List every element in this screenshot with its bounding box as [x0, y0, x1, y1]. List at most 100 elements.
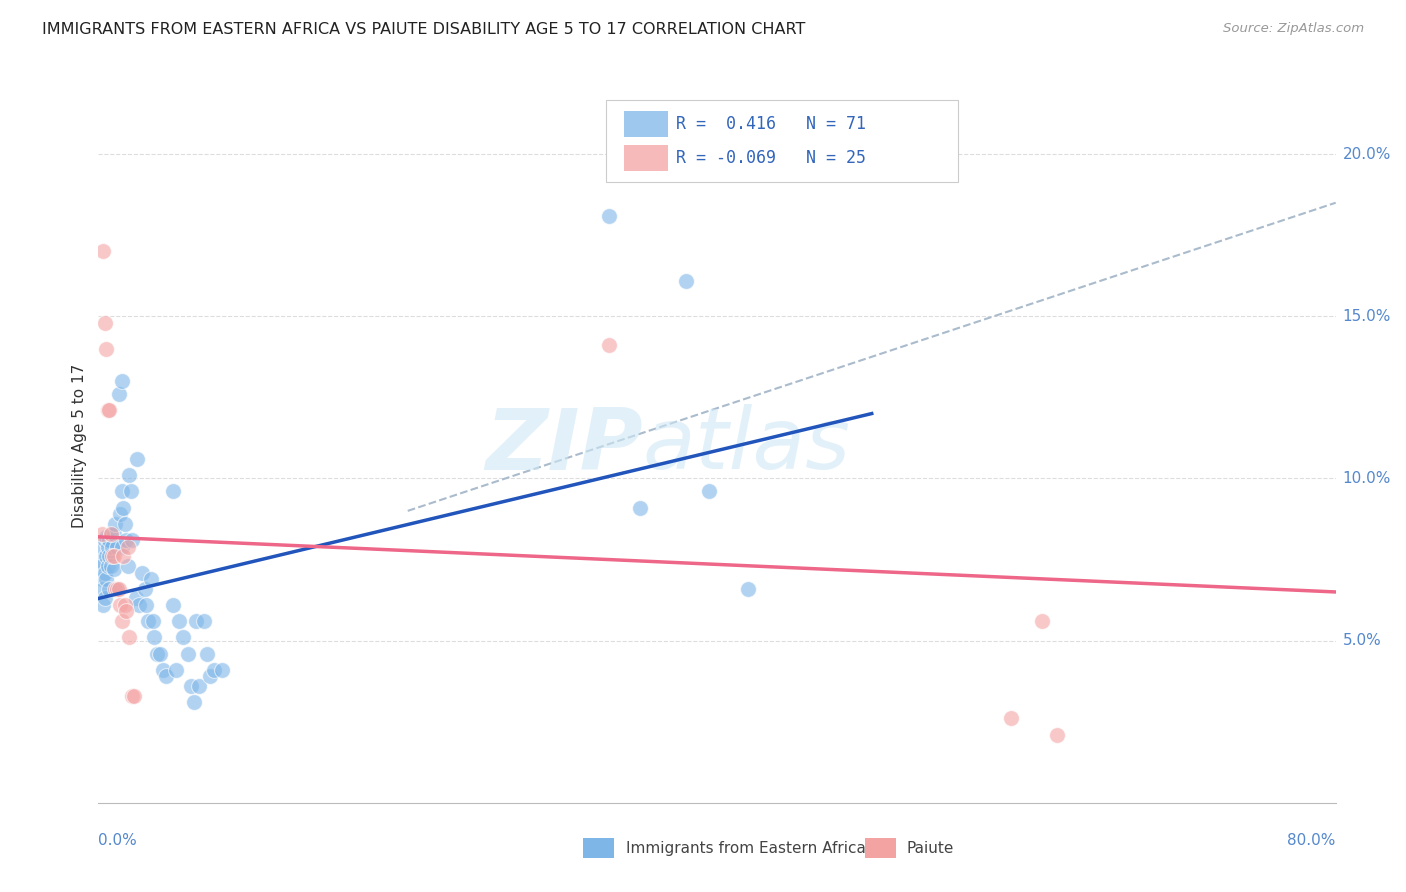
- Point: [120, 484, 142, 499]
- Text: Source: ZipAtlas.com: Source: ZipAtlas.com: [1223, 22, 1364, 36]
- Point: [93, 566, 115, 580]
- Point: [105, 540, 128, 554]
- Point: [146, 647, 169, 661]
- Point: [122, 689, 145, 703]
- Point: [180, 679, 202, 693]
- Point: [135, 598, 157, 612]
- Point: [172, 631, 194, 645]
- Text: 80.0%: 80.0%: [1288, 833, 1336, 848]
- Point: [104, 516, 127, 531]
- Point: [100, 526, 122, 541]
- Point: [211, 663, 233, 677]
- Point: [131, 566, 153, 580]
- Point: [1046, 728, 1069, 742]
- Point: [97, 403, 120, 417]
- Point: [93, 316, 115, 330]
- Point: [675, 274, 697, 288]
- Point: [114, 598, 136, 612]
- Point: [149, 647, 172, 661]
- Point: [100, 526, 122, 541]
- Text: R =  0.416   N = 71: R = 0.416 N = 71: [676, 115, 866, 133]
- Point: [108, 507, 131, 521]
- Point: [96, 530, 118, 544]
- Point: [105, 582, 128, 596]
- Text: 20.0%: 20.0%: [1343, 146, 1391, 161]
- Text: R = -0.069   N = 25: R = -0.069 N = 25: [676, 149, 866, 167]
- Text: Paiute: Paiute: [907, 841, 955, 855]
- Point: [143, 631, 166, 645]
- Point: [117, 540, 139, 554]
- Point: [98, 549, 121, 564]
- Text: atlas: atlas: [643, 404, 851, 488]
- Point: [598, 338, 620, 352]
- Point: [112, 549, 135, 564]
- Point: [89, 552, 111, 566]
- Point: [628, 500, 651, 515]
- Point: [195, 647, 218, 661]
- Point: [141, 614, 165, 628]
- Point: [97, 559, 120, 574]
- Point: [93, 591, 115, 606]
- Point: [699, 484, 721, 499]
- Point: [103, 549, 125, 564]
- Point: [91, 582, 114, 596]
- Point: [90, 526, 112, 541]
- Point: [127, 452, 149, 467]
- FancyBboxPatch shape: [624, 111, 668, 137]
- Point: [103, 526, 125, 541]
- Point: [162, 598, 184, 612]
- Point: [165, 663, 187, 677]
- Point: [1031, 614, 1053, 628]
- Y-axis label: Disability Age 5 to 17: Disability Age 5 to 17: [72, 364, 87, 528]
- Point: [155, 669, 177, 683]
- Point: [108, 598, 131, 612]
- Point: [183, 695, 205, 709]
- Point: [162, 484, 184, 499]
- Text: Immigrants from Eastern Africa: Immigrants from Eastern Africa: [626, 841, 866, 855]
- Text: 0.0%: 0.0%: [98, 833, 138, 848]
- FancyBboxPatch shape: [624, 145, 668, 171]
- Point: [111, 540, 132, 554]
- Text: 10.0%: 10.0%: [1343, 471, 1391, 486]
- Point: [111, 374, 132, 388]
- Point: [204, 663, 226, 677]
- Point: [152, 663, 174, 677]
- Point: [105, 582, 128, 596]
- Point: [91, 244, 114, 259]
- Point: [598, 209, 620, 223]
- Point: [124, 591, 146, 606]
- Point: [115, 604, 138, 618]
- Point: [101, 549, 124, 564]
- Point: [97, 540, 120, 554]
- Point: [90, 559, 112, 574]
- Point: [98, 533, 121, 547]
- Point: [117, 559, 139, 574]
- Point: [107, 387, 129, 401]
- Point: [118, 631, 141, 645]
- Point: [737, 582, 759, 596]
- FancyBboxPatch shape: [606, 100, 959, 182]
- Point: [177, 647, 200, 661]
- Point: [1000, 711, 1022, 725]
- Point: [114, 516, 136, 531]
- Text: 15.0%: 15.0%: [1343, 309, 1391, 324]
- Point: [91, 598, 114, 612]
- Point: [96, 572, 118, 586]
- Point: [101, 540, 124, 554]
- Point: [96, 342, 118, 356]
- Point: [128, 598, 150, 612]
- Point: [98, 582, 121, 596]
- Point: [96, 549, 118, 564]
- Text: IMMIGRANTS FROM EASTERN AFRICA VS PAIUTE DISABILITY AGE 5 TO 17 CORRELATION CHAR: IMMIGRANTS FROM EASTERN AFRICA VS PAIUTE…: [42, 22, 806, 37]
- Point: [115, 533, 138, 547]
- Point: [188, 679, 211, 693]
- Point: [121, 533, 143, 547]
- Point: [139, 572, 162, 586]
- Point: [90, 572, 112, 586]
- Point: [91, 540, 114, 554]
- Point: [167, 614, 190, 628]
- Point: [198, 669, 221, 683]
- Point: [121, 689, 143, 703]
- Point: [184, 614, 207, 628]
- Point: [104, 582, 127, 596]
